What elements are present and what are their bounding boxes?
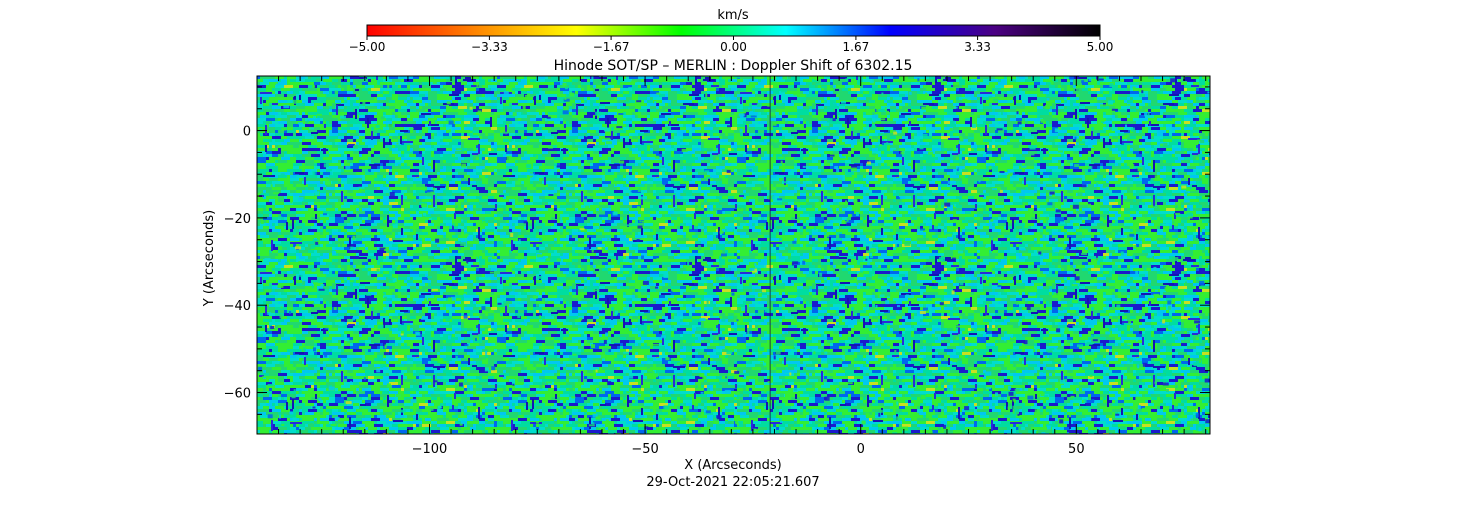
colorbar-label: km/s [717, 8, 749, 23]
colorbar-tick-label: 0.00 [720, 40, 747, 54]
y-tick-label: −40 [224, 299, 251, 314]
colorbar-tick-label: 1.67 [843, 40, 870, 54]
x-tick-label: 50 [1068, 442, 1085, 457]
colorbar-tick-label: −5.00 [349, 40, 386, 54]
x-tick-label: −50 [631, 442, 658, 457]
timestamp: 29-Oct-2021 22:05:21.607 [646, 475, 819, 490]
colorbar-tick-label: 5.00 [1087, 40, 1114, 54]
colorbar-tick-label: 3.33 [964, 40, 991, 54]
plot-overlay [258, 76, 1210, 434]
y-tick-label: 0 [243, 125, 251, 140]
y-axis-label: Y (Arcseconds) [202, 210, 217, 307]
chart-title: Hinode SOT/SP – MERLIN : Doppler Shift o… [554, 58, 913, 74]
plot-frame [256, 75, 1211, 435]
colorbar-ticks: −5.00 −3.33 −1.67 0.00 1.67 3.33 5.00 [349, 36, 1114, 54]
colorbar-tick-label: −1.67 [593, 40, 630, 54]
y-tick-label: −60 [224, 387, 251, 402]
doppler-map [257, 76, 1210, 434]
x-tick-label: −100 [412, 442, 448, 457]
colorbar [366, 24, 1101, 37]
y-tick-label: −20 [224, 212, 251, 227]
colorbar-tick-label: −3.33 [471, 40, 508, 54]
x-axis-label: X (Arcseconds) [684, 458, 781, 473]
x-tick-label: 0 [857, 442, 865, 457]
axis-ticks: −100 −50 0 50 0 −20 −40 −60 [224, 76, 1210, 457]
